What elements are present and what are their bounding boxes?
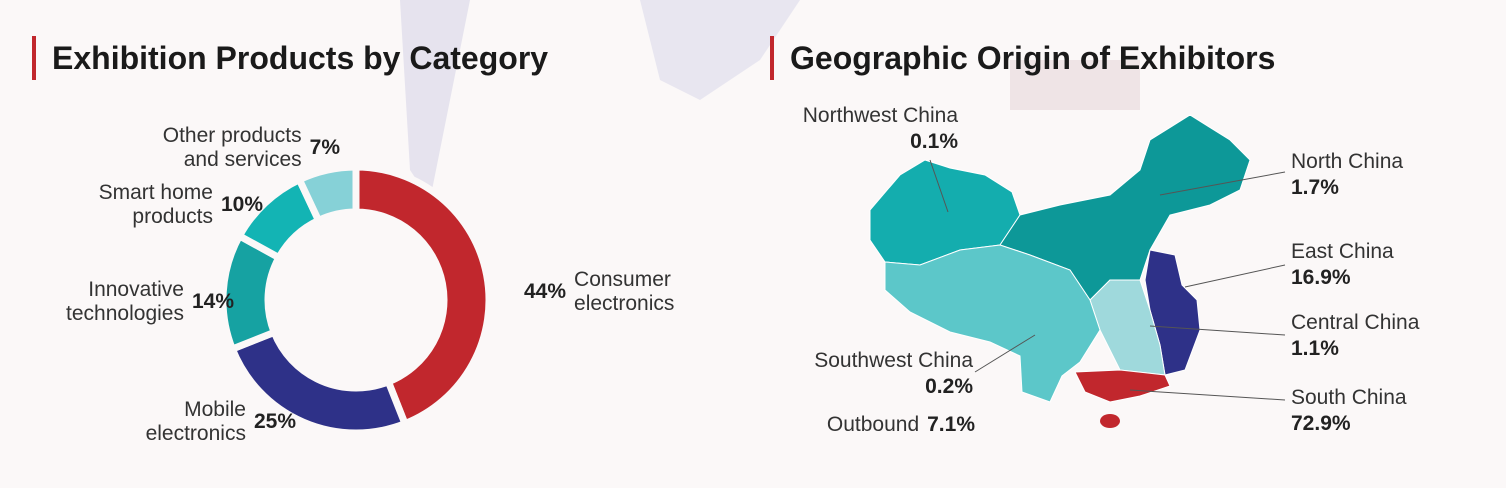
label: Southwest China 0.2% (814, 349, 973, 399)
category-label: Outbound (826, 413, 920, 436)
label: Outbound 7.1% (827, 413, 975, 437)
value-label: 1.1% (1291, 337, 1339, 360)
category-label: Consumer electronics (574, 268, 675, 315)
chart-title: Geographic Origin of Exhibitors (770, 36, 1275, 80)
category-label: Other products and services (162, 124, 302, 171)
chart-title: Exhibition Products by Category (32, 36, 548, 80)
label: 44% Consumer electronics (524, 268, 694, 316)
value-label: 16.9% (1291, 266, 1351, 289)
map-region (1074, 369, 1171, 403)
label: Mobile electronics 25% (121, 398, 296, 446)
value-label: 0.2% (925, 375, 973, 398)
decor (1010, 60, 1140, 110)
value-label: 0.1% (910, 130, 958, 153)
value-label: 7% (309, 136, 340, 159)
category-label: Northwest China (802, 104, 958, 127)
label: Innovative technologies 14% (34, 278, 234, 326)
category-label: Southwest China (814, 349, 973, 372)
category-label: Smart home products (98, 181, 213, 228)
label: North China 1.7% (1291, 150, 1403, 200)
map-region (1144, 249, 1201, 376)
category-label: South China (1291, 386, 1407, 409)
leader-line (929, 159, 949, 213)
map-region (1100, 414, 1120, 428)
donut-segment (352, 163, 493, 429)
map-region (884, 244, 1101, 403)
decor (640, 0, 800, 100)
leader-line (1149, 325, 1286, 336)
value-label: 7.1% (927, 413, 975, 436)
label: Smart home products 10% (73, 181, 263, 229)
label: Other products and services 7% (132, 124, 340, 172)
leader-line (974, 334, 1036, 373)
category-label: Mobile electronics (145, 398, 246, 445)
label: Northwest China 0.1% (803, 104, 958, 154)
category-label: East China (1291, 240, 1394, 263)
leader-line (1129, 389, 1286, 401)
donut-segment (294, 163, 360, 226)
leader-line (1159, 171, 1286, 196)
value-label: 44% (524, 280, 567, 303)
label: East China 16.9% (1291, 240, 1394, 290)
category-label: Innovative technologies (66, 278, 184, 325)
decor (400, 0, 470, 200)
label: Central China 1.1% (1291, 311, 1419, 361)
leader-line (1184, 264, 1286, 288)
value-label: 10% (220, 193, 263, 216)
value-label: 14% (191, 290, 234, 313)
value-label: 1.7% (1291, 176, 1339, 199)
map-region (1089, 279, 1166, 376)
label: South China 72.9% (1291, 386, 1407, 436)
value-label: 25% (253, 410, 296, 433)
category-label: North China (1291, 150, 1404, 173)
value-label: 72.9% (1291, 412, 1351, 435)
category-label: Central China (1291, 311, 1420, 334)
